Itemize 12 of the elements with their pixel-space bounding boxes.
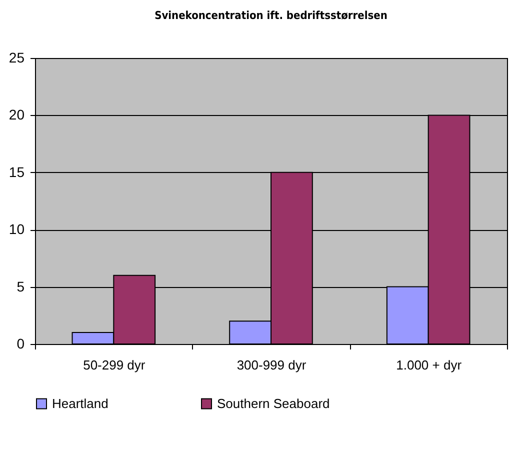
y-tick-label: 15 <box>8 164 25 180</box>
y-tick-label: 20 <box>8 106 25 123</box>
y-tick-label: 0 <box>16 336 25 352</box>
x-tick-label: 50-299 dyr <box>83 358 146 372</box>
y-tick-label: 10 <box>8 221 25 238</box>
x-tick-label: 300-999 dyr <box>236 358 307 372</box>
chart-title: Svinekoncentration ift. bedriftsstørrelsen <box>154 9 388 22</box>
y-tick-label: 25 <box>8 50 25 66</box>
legend-label: Heartland <box>52 396 108 411</box>
x-tick-label: 1.000 + dyr <box>396 358 462 372</box>
y-tick-label: 5 <box>16 278 25 294</box>
legend-label: Southern Seaboard <box>217 396 330 411</box>
